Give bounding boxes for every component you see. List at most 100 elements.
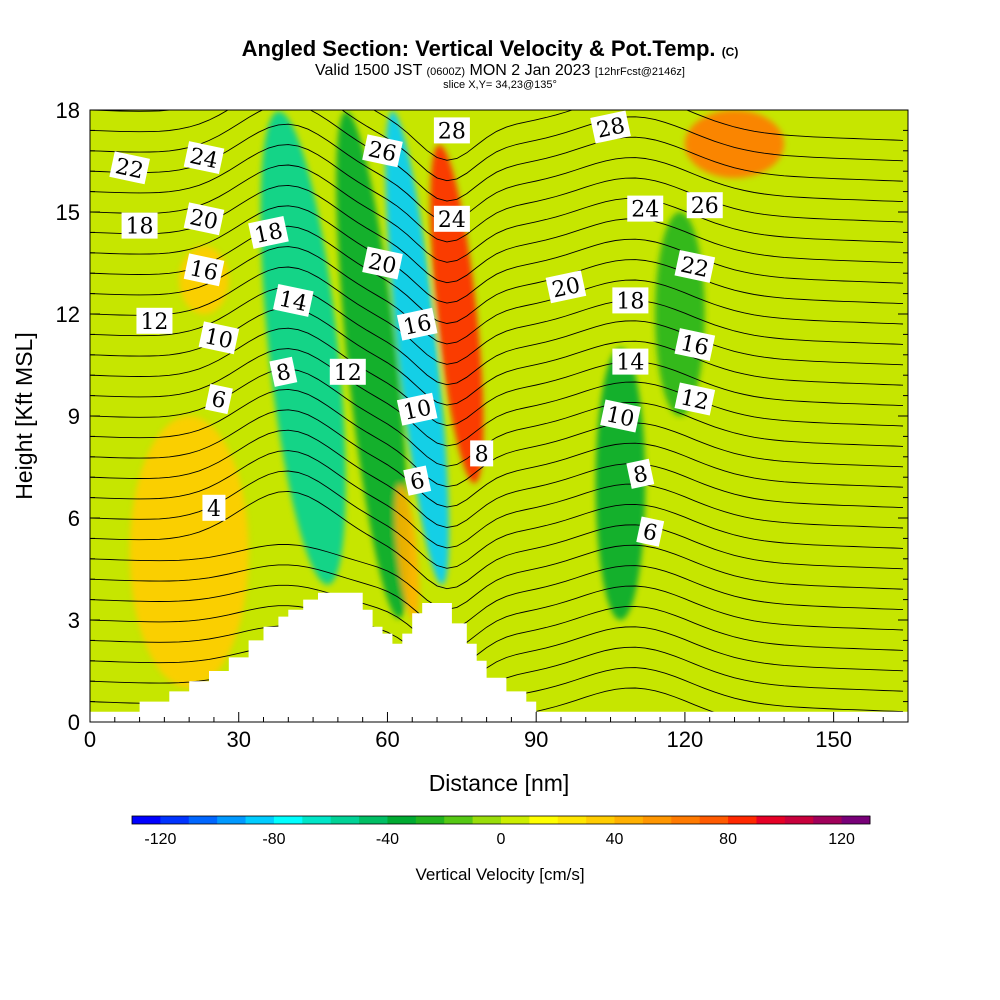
svg-text:12: 12 xyxy=(140,310,168,335)
plot-area: 22 24 18 20 18 16 12 10 14 8 12 6 4 26 28 24 20 16 10 6 8 28 2… xyxy=(90,110,908,722)
contour-label: 20 xyxy=(183,202,225,235)
contour-label: 14 xyxy=(272,283,314,317)
y-tick-label: 6 xyxy=(68,506,80,531)
svg-text:20: 20 xyxy=(187,205,220,235)
colorbar-segment xyxy=(245,816,275,824)
svg-text:8: 8 xyxy=(274,360,293,387)
contour-label: 20 xyxy=(545,270,587,303)
updraft-region-5 xyxy=(395,484,420,620)
colorbar-segment xyxy=(614,816,644,824)
contour-label: 12 xyxy=(674,382,716,416)
colorbar-segment xyxy=(841,816,871,824)
svg-text:10: 10 xyxy=(604,402,637,432)
svg-text:18: 18 xyxy=(252,219,285,249)
contour-label: 18 xyxy=(612,287,649,314)
contour-label: 12 xyxy=(136,307,173,335)
svg-text:26: 26 xyxy=(366,137,399,167)
isentrope-line xyxy=(90,327,904,426)
svg-text:6: 6 xyxy=(408,468,427,495)
isentrope-line xyxy=(90,348,904,447)
contour-label: 28 xyxy=(590,110,631,144)
contour-label: 24 xyxy=(433,205,470,233)
isentrope-line xyxy=(90,490,904,590)
colorbar-tick-label: 120 xyxy=(828,831,855,848)
svg-text:26: 26 xyxy=(691,194,719,219)
contour-label: 16 xyxy=(396,307,438,341)
colorbar-segment xyxy=(132,816,161,824)
svg-text:6: 6 xyxy=(209,387,228,414)
colorbar-segment xyxy=(387,816,417,824)
isentrope-line xyxy=(90,605,904,671)
contour-label: 28 xyxy=(433,117,470,144)
colorbar-segment xyxy=(415,816,445,824)
chart-title: Angled Section: Vertical Velocity & Pot.… xyxy=(242,36,739,61)
contour-label: 8 xyxy=(269,356,298,387)
contour-label: 8 xyxy=(470,440,494,467)
contour-label: 8 xyxy=(626,458,655,489)
x-axis: 0 30 60 90 120 150 xyxy=(84,712,909,752)
contour-label: 22 xyxy=(109,151,150,184)
y-tick-label: 0 xyxy=(68,710,80,735)
colorbar-tick-label: -80 xyxy=(262,831,285,848)
contour-label: 26 xyxy=(362,134,403,167)
isentrope-line xyxy=(90,564,904,631)
y-tick-label: 18 xyxy=(56,98,80,123)
terrain xyxy=(90,592,908,722)
colorbar-segment xyxy=(529,816,559,824)
isentrope-line xyxy=(90,110,904,182)
x-tick-label: 60 xyxy=(375,727,399,752)
isentrope-line xyxy=(90,429,904,528)
isentrope-line xyxy=(90,184,904,284)
copyright-mark: (C) xyxy=(722,45,739,59)
svg-text:18: 18 xyxy=(126,215,154,240)
updraft-region-0 xyxy=(129,416,249,688)
svg-text:28: 28 xyxy=(438,119,466,144)
isentrope-line xyxy=(90,246,904,345)
svg-text:16: 16 xyxy=(187,256,220,286)
chart-subtitle: Valid 1500 JST (0600Z) MON 2 Jan 2023 [1… xyxy=(315,62,685,79)
x-tick-label: 120 xyxy=(667,727,704,752)
contour-label: 18 xyxy=(248,215,289,249)
svg-text:24: 24 xyxy=(631,198,659,223)
isentrope-line xyxy=(90,110,904,161)
isentrope-line xyxy=(90,409,904,508)
svg-text:16: 16 xyxy=(401,311,434,341)
svg-text:8: 8 xyxy=(631,462,650,489)
contour-label: 16 xyxy=(183,253,225,286)
isentrope-line xyxy=(90,450,904,549)
y-axis: 0 3 6 9 12 15 18 xyxy=(56,98,908,735)
svg-text:4: 4 xyxy=(207,497,221,522)
isentrope-line xyxy=(90,388,904,488)
svg-text:12: 12 xyxy=(678,385,711,415)
contour-label: 22 xyxy=(674,249,716,283)
svg-text:20: 20 xyxy=(550,273,583,303)
svg-text:18: 18 xyxy=(616,289,644,314)
svg-text:10: 10 xyxy=(202,324,235,354)
contour-label: 6 xyxy=(204,383,233,414)
x-axis-label: Distance [nm] xyxy=(429,770,570,796)
isentrope-line xyxy=(90,144,904,243)
colorbar-title: Vertical Velocity [cm/s] xyxy=(415,865,584,884)
y-tick-label: 9 xyxy=(68,404,80,429)
colorbar-tick-label: 80 xyxy=(719,831,737,848)
isentrope-line xyxy=(90,544,904,610)
contour-label: 12 xyxy=(329,358,366,386)
contour-label: 10 xyxy=(198,321,240,354)
isentrope-line xyxy=(90,584,904,651)
svg-text:6: 6 xyxy=(640,519,659,546)
updraft-region-9 xyxy=(684,110,785,178)
svg-text:24: 24 xyxy=(438,208,466,233)
contour-label: 14 xyxy=(612,348,649,376)
contour-label: 6 xyxy=(636,516,665,547)
contour-label: 18 xyxy=(121,212,158,240)
colorbar-segment xyxy=(728,816,757,824)
colorbar-segment xyxy=(501,816,530,824)
isentrope-line xyxy=(90,123,904,222)
isentrope-line xyxy=(90,625,904,692)
svg-text:10: 10 xyxy=(401,396,434,426)
isentrope-line xyxy=(90,205,904,304)
colorbar-segment xyxy=(472,816,502,824)
colorbar-tick-label: -40 xyxy=(376,831,399,848)
downdraft-region-3 xyxy=(336,111,409,619)
